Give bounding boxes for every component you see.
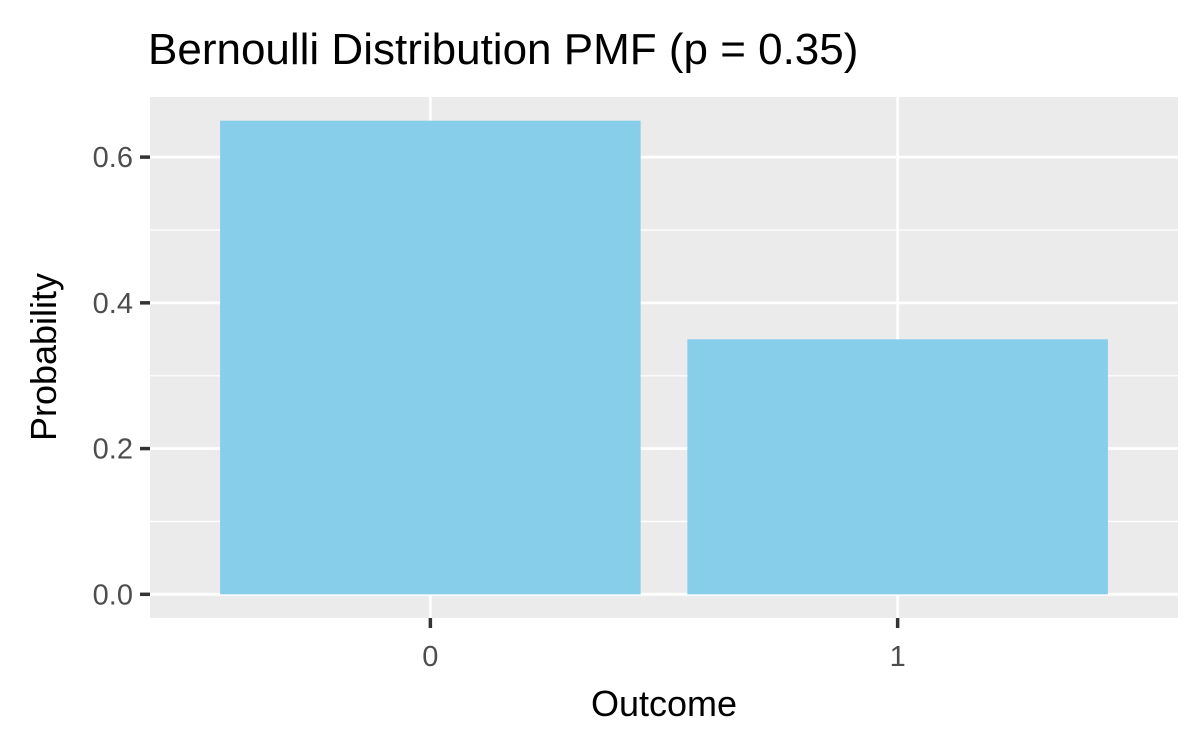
x-axis-title: Outcome xyxy=(591,683,737,724)
chart-title: Bernoulli Distribution PMF (p = 0.35) xyxy=(148,25,858,74)
x-tick-label: 1 xyxy=(890,641,906,673)
x-tick-label: 0 xyxy=(422,641,438,673)
y-tick-label: 0.4 xyxy=(93,288,133,320)
axes: 0.0 0.2 0.4 0.6 0 1 xyxy=(93,142,906,673)
bars xyxy=(220,120,1108,595)
y-axis-title: Probability xyxy=(23,273,64,441)
y-tick-label: 0.0 xyxy=(93,579,133,611)
y-tick-label: 0.6 xyxy=(93,142,133,174)
y-tick-label: 0.2 xyxy=(93,434,133,466)
bar-0 xyxy=(220,120,641,595)
bar-1 xyxy=(687,339,1108,595)
